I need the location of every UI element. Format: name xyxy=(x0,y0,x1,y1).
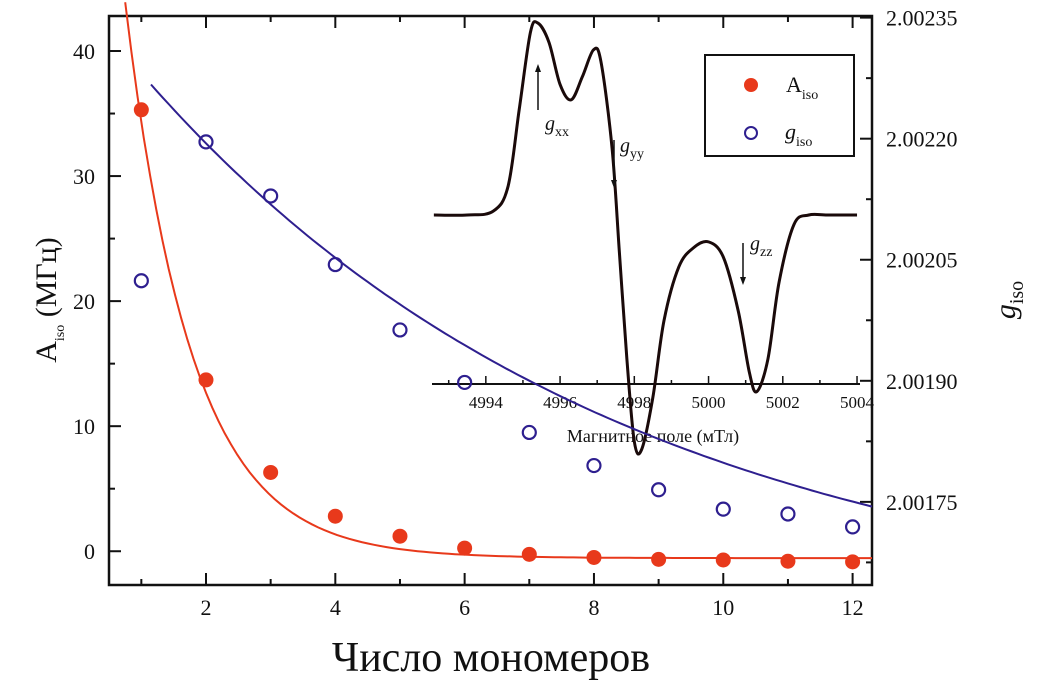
svg-text:giso: giso xyxy=(785,119,812,150)
y-right-axis-title: giso xyxy=(989,281,1028,319)
data-point-g-iso xyxy=(586,457,602,474)
y-left-axis-title: Aiso (МГц) xyxy=(30,237,68,363)
y-right-tick-label: 2.00205 xyxy=(886,248,958,273)
annotation-main: g xyxy=(545,113,555,135)
fit-curves xyxy=(124,2,873,560)
data-point-a-iso xyxy=(651,551,667,567)
data-points xyxy=(133,102,861,570)
data-point-g-iso xyxy=(845,519,861,535)
data-point-g-iso xyxy=(263,188,279,204)
annotation-label-gzz: gzz xyxy=(750,233,772,260)
inset-spectrum-line xyxy=(433,20,858,456)
tick-labels: 2 4 6 8 10 12 0 10 20 30 40 2.00175 2.00190 2.00205 2.… xyxy=(73,6,958,620)
x-tick-label: 4 xyxy=(330,595,341,620)
y-left-axis-title-unit: (МГц) xyxy=(30,237,63,325)
annotation-sub: xx xyxy=(555,125,569,140)
data-point-a-iso xyxy=(845,554,861,570)
data-point-a-iso xyxy=(521,546,537,562)
inset-x-tick-label: 5000 xyxy=(692,393,726,412)
data-point-a-iso xyxy=(263,464,279,480)
y-right-tick-label: 2.00235 xyxy=(886,6,958,31)
data-point-a-iso xyxy=(457,540,473,556)
y-right-tick-label: 2.00220 xyxy=(886,127,958,152)
legend-box xyxy=(704,54,855,157)
legend-marker-a-iso xyxy=(744,78,758,92)
legend-label-a-iso: A xyxy=(786,72,802,97)
inset-x-tick-label: 4998 xyxy=(617,393,651,412)
data-point-g-iso xyxy=(457,374,473,391)
y-left-tick-label: 40 xyxy=(73,39,95,64)
data-point-a-iso xyxy=(586,549,602,565)
y-right-axis-title-sub: iso xyxy=(1006,281,1028,304)
x-axis-title: Число мономеров xyxy=(332,635,650,681)
y-right-tick-label: 2.00175 xyxy=(886,490,958,515)
legend-label-g-iso: g xyxy=(785,119,796,144)
annotation-arrowhead xyxy=(740,277,746,285)
fit-curve-g-iso xyxy=(150,83,873,508)
y-left-tick-label: 20 xyxy=(73,289,95,314)
inset-x-tick-label: 5002 xyxy=(766,393,800,412)
y-left-axis-title-sub: iso xyxy=(53,325,68,341)
annotation-sub: yy xyxy=(630,147,644,162)
annotation-sub: zz xyxy=(760,245,772,260)
inset-x-tick-label: 4994 xyxy=(469,393,504,412)
data-point-a-iso xyxy=(715,552,731,568)
x-tick-label: 12 xyxy=(842,595,864,620)
annotation-main: g xyxy=(750,233,760,255)
legend: Aiso giso xyxy=(704,54,855,157)
data-point-g-iso xyxy=(198,134,214,150)
inset-x-tick-label: 4996 xyxy=(543,393,577,412)
data-point-g-iso xyxy=(715,501,731,517)
x-tick-label: 2 xyxy=(200,595,211,620)
data-point-g-iso xyxy=(651,482,667,498)
legend-label-a-iso-sub: iso xyxy=(802,88,818,103)
inset-x-tick-label: 5004 xyxy=(840,393,875,412)
y-left-tick-label: 10 xyxy=(73,414,95,439)
y-left-tick-label: 0 xyxy=(84,539,95,564)
data-point-a-iso xyxy=(198,372,214,388)
data-point-a-iso xyxy=(327,508,343,524)
legend-marker-g-iso xyxy=(744,126,758,140)
x-tick-label: 8 xyxy=(588,595,599,620)
svg-text:Aiso: Aiso xyxy=(786,72,818,103)
data-point-g-iso xyxy=(392,322,408,338)
axis-ticks xyxy=(109,16,872,585)
annotation-label-gxx: gxx xyxy=(545,113,569,140)
data-point-a-iso xyxy=(392,528,408,544)
annotation-label-gyy: gyy xyxy=(620,135,644,162)
legend-label-g-iso-sub: iso xyxy=(796,135,812,150)
data-point-g-iso xyxy=(327,256,343,273)
annotation-arrowhead xyxy=(611,180,617,188)
data-point-g-iso xyxy=(780,506,796,522)
annotation-arrowhead xyxy=(535,64,541,72)
x-tick-label: 6 xyxy=(459,595,470,620)
x-tick-label: 10 xyxy=(712,595,734,620)
y-right-tick-label: 2.00190 xyxy=(886,369,958,394)
y-left-tick-label: 30 xyxy=(73,164,95,189)
fit-curve-a-iso xyxy=(124,2,872,560)
data-point-a-iso xyxy=(780,553,796,569)
annotation-main: g xyxy=(620,135,630,157)
y-left-axis-title-main: A xyxy=(30,341,63,363)
data-point-g-iso xyxy=(521,424,537,441)
y-right-axis-title-main: g xyxy=(989,304,1022,319)
data-point-g-iso xyxy=(133,273,149,289)
data-point-a-iso xyxy=(133,102,149,118)
